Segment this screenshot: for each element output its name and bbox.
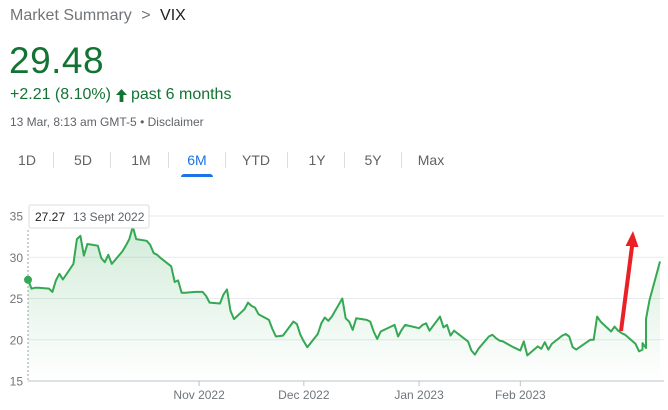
chart-tooltip: 27.27 13 Sept 2022 [24,204,150,381]
disclaimer-link[interactable]: Disclaimer [147,115,204,129]
tab-1d[interactable]: 1D [18,152,36,168]
tab-1m[interactable]: 1M [131,152,151,168]
tab-divider [110,152,111,168]
chart-series [27,225,661,381]
series-line [27,225,661,357]
breadcrumb-separator: > [141,7,151,24]
breadcrumb: Market Summary > VIX [10,7,186,25]
meta-bullet: • [140,115,145,129]
tab-divider [53,152,54,168]
quote-meta: 13 Mar, 8:13 am GMT-5 • Disclaimer [10,115,204,129]
arrow-up-icon [115,88,127,102]
tooltip-value: 27.27 [35,210,65,224]
quote-timestamp: 13 Mar, 8:13 am GMT-5 [10,115,137,129]
tab-6m[interactable]: 6M [181,146,213,177]
y-tick-label: 30 [10,251,24,265]
tooltip-dot [24,275,32,284]
annotation-arrow-icon [619,231,639,331]
breadcrumb-current: VIX [160,7,186,24]
tab-5y[interactable]: 5Y [364,152,382,168]
tab-1y[interactable]: 1Y [308,152,326,168]
y-tick-label: 15 [10,375,24,389]
annotation-arrow-shape [619,231,639,331]
tooltip-box [28,204,150,229]
tab-divider [287,152,288,168]
y-tick-label: 25 [10,292,24,306]
tab-divider [401,152,402,168]
x-tick-label: Jan 2023 [394,388,444,402]
current-price: 29.48 [9,40,105,81]
tooltip-date: 13 Sept 2022 [73,210,145,224]
tab-divider [344,152,345,168]
y-tick-label: 35 [10,210,24,224]
tab-ytd[interactable]: YTD [242,152,270,168]
x-tick-label: Dec 2022 [278,388,330,402]
series-area [28,226,660,381]
price-change-value: +2.21 (8.10%) [10,86,111,103]
x-tick-label: Feb 2023 [495,388,546,402]
tab-max[interactable]: Max [417,152,445,168]
tab-divider [225,152,226,168]
x-tick-label: Nov 2022 [173,388,225,402]
breadcrumb-market-summary-link[interactable]: Market Summary [10,7,132,24]
price-change: +2.21 (8.10%) past 6 months [10,86,231,104]
range-tabs: 1D 5D 1M 6M YTD 1Y 5Y Max [0,146,668,177]
tab-divider [168,152,169,168]
y-tick-label: 20 [10,333,24,347]
price-change-period: past 6 months [130,86,232,103]
tab-5d[interactable]: 5D [74,152,92,168]
chart-x-axis: Nov 2022 Dec 2022 Jan 2023 Feb 2023 [173,381,546,402]
